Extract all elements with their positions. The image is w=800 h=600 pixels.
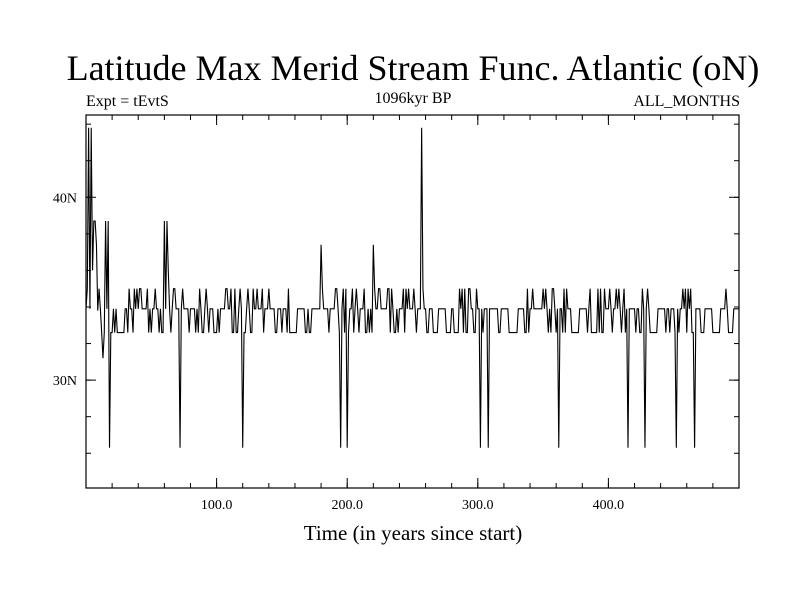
y-tick-label: 40N (53, 191, 77, 206)
axis-tick-labels: 100.0 200.0 300.0 400.0 30N 40N (53, 191, 624, 513)
x-tick-label: 400.0 (593, 498, 625, 513)
x-tick-label: 100.0 (201, 498, 233, 513)
chart-title: Latitude Max Merid Stream Func. Atlantic… (67, 48, 760, 88)
x-tick-label: 200.0 (331, 498, 363, 513)
series-line (85, 127, 739, 448)
x-axis-label: Time (in years since start) (304, 521, 523, 545)
series-layer (85, 127, 739, 448)
chart-subtitle-left: Expt = tEvtS (86, 93, 169, 110)
chart-subtitle-center: 1096kyr BP (375, 90, 452, 107)
chart-subtitle-right: ALL_MONTHS (633, 93, 740, 110)
axis-ticks (86, 115, 739, 488)
x-tick-label: 300.0 (462, 498, 494, 513)
plot-frame (85, 114, 740, 489)
y-tick-label: 30N (53, 374, 77, 389)
